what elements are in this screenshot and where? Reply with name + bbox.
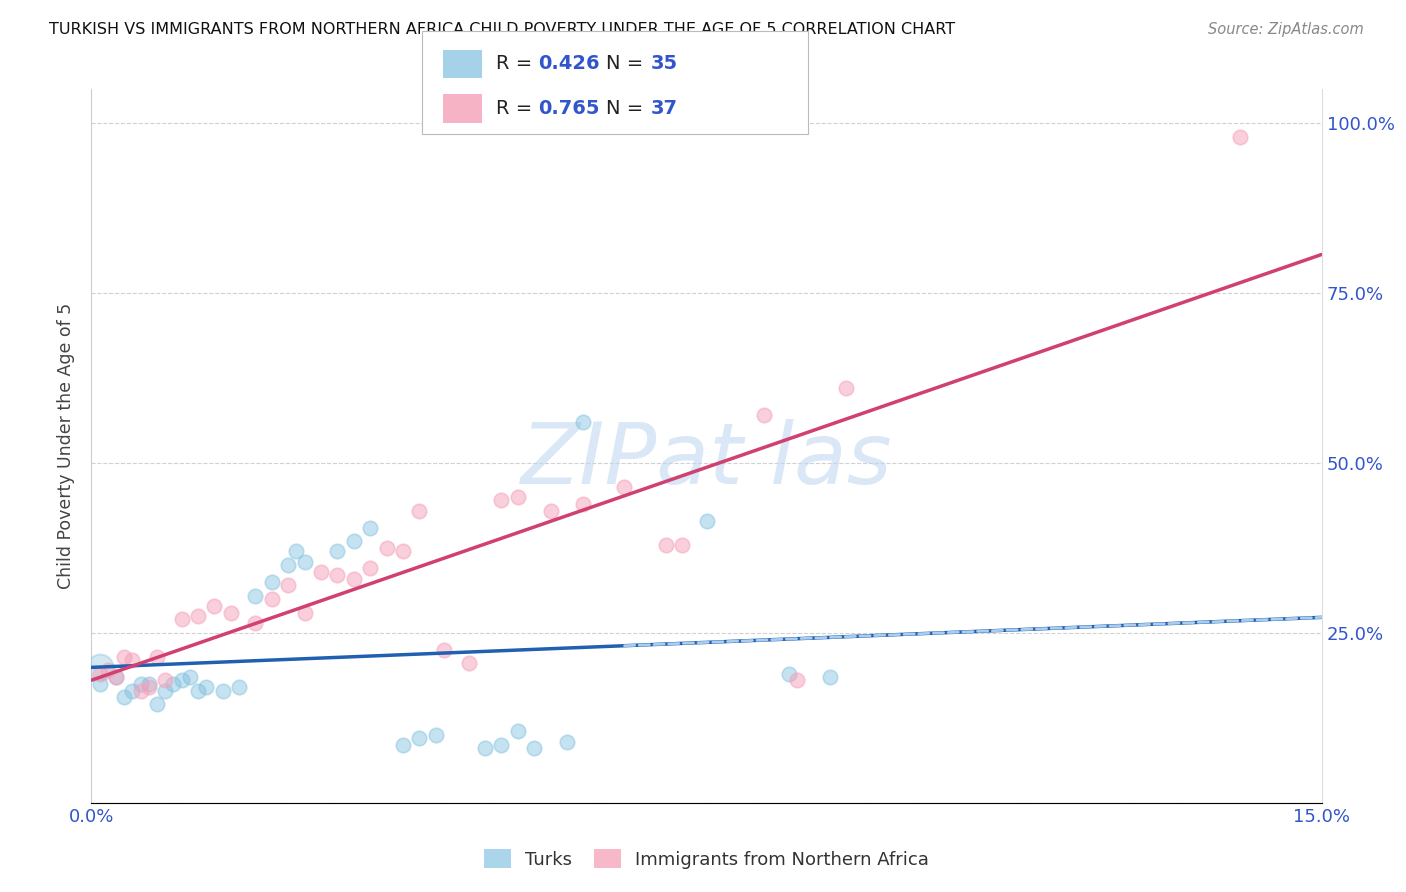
Point (153, 683, 177, 698)
Point (540, 503, 562, 517)
Point (392, 738, 415, 752)
Point (572, 415, 595, 429)
Point (572, 497, 595, 511)
Point (129, 677, 152, 691)
Text: 0.426: 0.426 (538, 54, 600, 73)
Point (187, 608, 209, 623)
Point (654, 537, 676, 551)
Point (138, 677, 160, 691)
Point (285, 544, 308, 558)
Point (309, 565, 332, 579)
Point (695, 514, 717, 528)
Text: R =: R = (496, 99, 538, 119)
Point (343, 572, 366, 586)
Text: 0.765: 0.765 (538, 99, 600, 119)
Point (245, 615, 267, 630)
Point (228, 680, 250, 694)
Point (835, 381, 858, 395)
Point (506, 490, 529, 504)
Point (245, 589, 267, 603)
Point (89, 666, 111, 681)
Point (523, 741, 546, 756)
Point (671, 537, 693, 551)
Point (89, 677, 111, 691)
Point (778, 666, 800, 681)
Point (555, 734, 578, 748)
Point (162, 677, 184, 691)
Text: ZIPat las: ZIPat las (520, 418, 893, 502)
Text: Source: ZipAtlas.com: Source: ZipAtlas.com (1208, 22, 1364, 37)
Text: 37: 37 (651, 99, 678, 119)
Text: N =: N = (606, 54, 650, 73)
Point (121, 653, 143, 667)
Point (202, 599, 225, 613)
Point (146, 649, 169, 664)
Point (425, 728, 447, 742)
Point (786, 673, 808, 688)
Point (818, 670, 841, 684)
Point (457, 657, 479, 671)
Point (326, 544, 349, 558)
Point (343, 534, 366, 549)
Point (277, 558, 299, 572)
Point (89, 660, 111, 674)
Legend: Turks, Immigrants from Northern Africa: Turks, Immigrants from Northern Africa (477, 842, 936, 876)
Point (752, 409, 775, 423)
Y-axis label: Child Poverty Under the Age of 5: Child Poverty Under the Age of 5 (58, 303, 76, 589)
Point (138, 680, 160, 694)
Point (294, 606, 316, 620)
Point (170, 612, 193, 626)
Point (277, 578, 299, 592)
Point (326, 568, 349, 582)
Point (105, 670, 127, 684)
Point (211, 683, 233, 698)
Point (179, 670, 201, 684)
Point (408, 731, 430, 746)
Point (294, 555, 316, 569)
Point (260, 574, 283, 589)
Text: TURKISH VS IMMIGRANTS FROM NORTHERN AFRICA CHILD POVERTY UNDER THE AGE OF 5 CORR: TURKISH VS IMMIGRANTS FROM NORTHERN AFRI… (49, 22, 955, 37)
Point (170, 673, 193, 688)
Point (121, 683, 143, 698)
Point (219, 606, 242, 620)
Point (1229, 129, 1251, 144)
Point (433, 643, 456, 657)
Point (195, 680, 218, 694)
Text: N =: N = (606, 99, 650, 119)
Point (105, 670, 127, 684)
Text: R =: R = (496, 54, 538, 73)
Point (613, 480, 636, 494)
Point (146, 698, 169, 712)
Point (474, 741, 496, 756)
Point (392, 544, 415, 558)
Point (129, 683, 152, 698)
Point (112, 690, 135, 705)
Point (375, 541, 398, 555)
Point (187, 683, 209, 698)
Point (506, 724, 529, 739)
Point (97, 663, 120, 677)
Point (491, 493, 513, 508)
Point (359, 561, 381, 575)
Point (408, 503, 430, 517)
Text: 35: 35 (651, 54, 678, 73)
Point (359, 520, 381, 534)
Point (491, 738, 513, 752)
Point (112, 649, 135, 664)
Point (153, 673, 177, 688)
Point (260, 591, 283, 606)
